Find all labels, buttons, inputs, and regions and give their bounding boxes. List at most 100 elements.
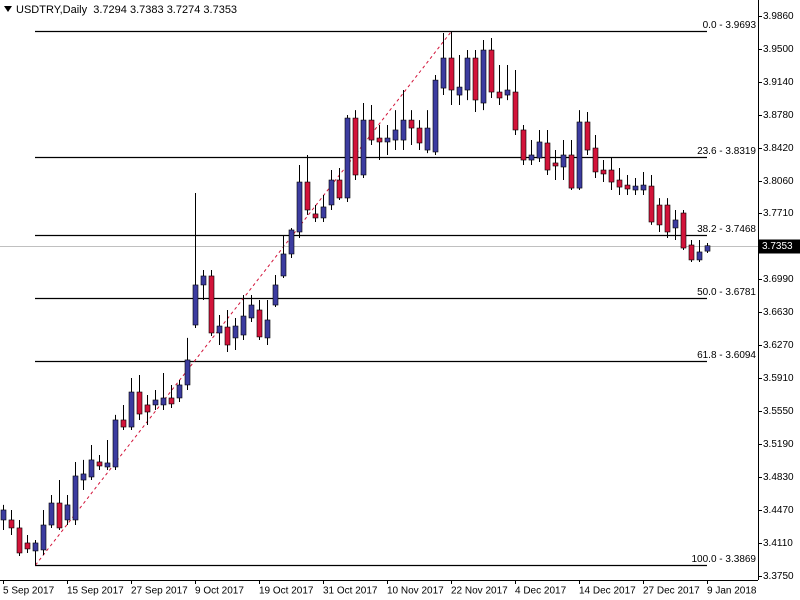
fib-level-label: 61.8 - 3.6094 [697,350,756,361]
candle-body [576,121,583,189]
fib-level-label: 38.2 - 3.7468 [697,224,756,235]
fib-level-label: 0.0 - 3.9693 [703,20,757,31]
candle-body [48,502,55,526]
candle-body [440,57,447,89]
ohlc-open: 3.7294 [93,4,127,16]
candle-body [392,129,399,141]
y-tick-label: 3.9500 [763,44,794,55]
candle-body [424,127,431,151]
x-tick-label: 27 Sep 2017 [131,586,188,597]
candle-body [528,154,535,161]
current-price-box [759,239,800,254]
candle-body [152,399,159,406]
y-tick-label: 3.5910 [763,373,794,384]
x-tick-label: 9 Oct 2017 [195,586,244,597]
current-price-label: 3.7353 [762,241,793,252]
candle-body [144,404,151,413]
candle-body [216,325,223,334]
fib-level-label: 23.6 - 3.8319 [697,146,756,157]
candle-body [704,245,711,252]
candle-body [96,461,103,467]
candle-body [672,219,679,229]
x-tick-label: 4 Dec 2017 [515,586,567,597]
candle-body [256,309,263,338]
candle-body [368,119,375,141]
candle-body [112,419,119,468]
x-tick-label: 31 Oct 2017 [323,586,378,597]
y-tick-label: 3.3750 [763,571,794,582]
candle-body [16,527,23,554]
fib-level-label: 100.0 - 3.3869 [692,554,757,565]
candle-body [104,462,111,468]
candle-body [32,542,39,552]
candle-body [664,204,671,233]
candle-body [496,91,503,99]
candle-body [8,519,15,529]
x-tick-label: 5 Sep 2017 [3,586,55,597]
candle-body [632,185,639,191]
candle-body [248,304,255,319]
ohlc-close: 3.7353 [203,4,238,16]
candle-body [384,137,391,143]
candle-body [160,397,167,406]
candle-body [360,119,367,176]
candle-body [456,86,463,96]
candle-body [480,49,487,104]
x-tick-label: 19 Oct 2017 [259,586,314,597]
y-tick-label: 3.6630 [763,307,794,318]
candle-body [488,49,495,93]
candle-body [544,142,551,171]
x-tick-label: 10 Nov 2017 [387,586,444,597]
y-tick-label: 3.8780 [763,110,794,121]
candle-body [136,391,143,415]
candle-body [56,502,63,529]
fib-level-label: 50.0 - 3.6781 [697,287,756,298]
candle-body [656,204,663,226]
candle-body [560,154,567,168]
candle-body [280,253,287,277]
candle-body [352,117,359,176]
candle-body [176,384,183,399]
candle-body [288,229,295,255]
candle-body [512,91,519,131]
ohlc-low: 3.7274 [166,4,201,16]
candle-body [432,79,439,153]
candle-body [200,275,207,286]
candle-body [448,57,455,91]
y-tick-label: 3.7710 [763,208,794,219]
candle-body [624,184,631,190]
candle-body [640,184,647,191]
x-tick-label: 22 Nov 2017 [451,586,508,597]
y-tick-label: 3.4470 [763,505,794,516]
candle-body [648,185,655,223]
y-tick-label: 3.4110 [763,538,793,549]
candle-body [600,169,607,175]
candle-body [376,137,383,143]
candle-body [552,162,559,167]
x-tick-label: 9 Jan 2018 [707,586,757,597]
candle-body [232,325,239,339]
candle-body [504,89,511,96]
y-tick-label: 3.6990 [763,274,794,285]
candle-body [264,319,271,339]
candle-body [696,251,703,261]
candle-body [0,509,7,521]
candle-body [568,154,575,189]
candle-body [472,57,479,101]
y-tick-label: 3.8060 [763,176,794,187]
symbol: USDTRY,Daily [16,4,88,16]
candle-body [520,129,527,161]
candle-body [88,459,95,478]
candle-body [208,275,215,334]
candle-body [72,475,79,521]
y-tick-label: 3.4830 [763,472,794,483]
candle-body [336,179,343,199]
candle-body [584,121,591,151]
candle-body [312,213,319,219]
candle-body [320,206,327,219]
candle-body [224,326,231,346]
menu-icon[interactable] [4,6,12,12]
candle-body [128,391,135,428]
y-tick-label: 3.8420 [763,143,794,154]
candle-body [168,397,175,405]
